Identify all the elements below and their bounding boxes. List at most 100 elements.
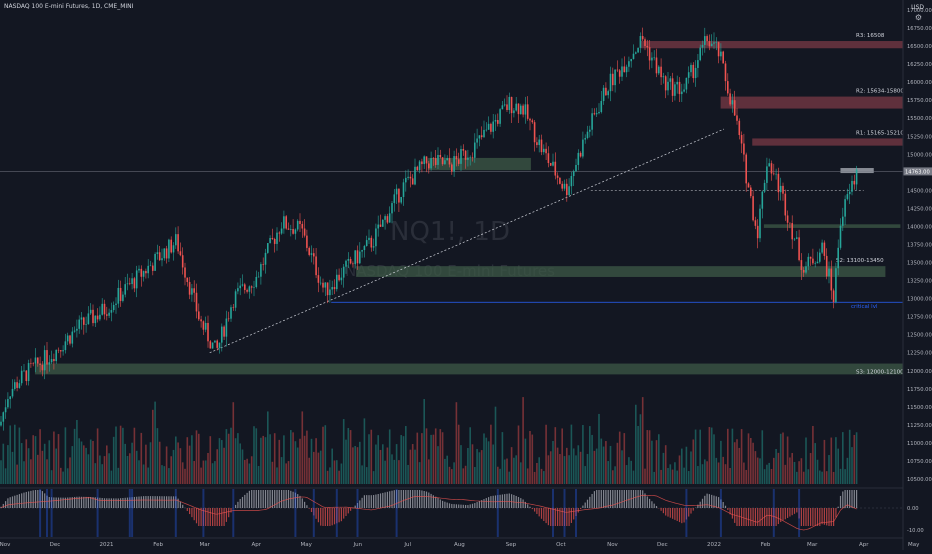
oscillator-bar: [707, 494, 708, 508]
candle-body: [134, 278, 136, 288]
oscillator-bar: [12, 496, 13, 508]
oscillator-bar: [212, 508, 213, 526]
candle-body: [488, 124, 490, 130]
oscillator-bar: [822, 508, 823, 524]
oscillator-bar: [316, 508, 317, 519]
volume-bar: [796, 472, 798, 484]
volume-bar: [88, 454, 90, 484]
y-tick-label: 12750.00: [907, 315, 932, 321]
candle-body: [469, 157, 471, 158]
oscillator-bar: [693, 508, 694, 511]
candle-body: [676, 82, 678, 84]
candle-body: [775, 174, 777, 175]
volume-bar: [681, 449, 683, 484]
volume-bar: [768, 463, 770, 484]
candle-body: [798, 237, 800, 260]
volume-bar: [782, 433, 784, 484]
candle-body: [725, 63, 727, 81]
oscillator-bar: [585, 503, 586, 508]
candle-body: [578, 153, 580, 165]
candle-body: [555, 162, 557, 176]
volume-bar: [205, 460, 207, 484]
oscillator-bar: [210, 508, 211, 526]
oscillator-signal-band: [336, 489, 338, 537]
volume-bar: [727, 429, 729, 484]
oscillator-bar: [286, 490, 287, 508]
oscillator-bar: [53, 497, 54, 508]
candle-body: [359, 252, 361, 264]
oscillator-bar: [601, 490, 602, 508]
volume-bar: [371, 430, 373, 484]
candle-body: [801, 260, 803, 270]
candle-body: [647, 46, 649, 47]
oscillator-bar: [104, 498, 105, 508]
candle-body: [548, 153, 550, 163]
volume-bar: [72, 446, 74, 484]
gear-icon[interactable]: ⚙: [914, 13, 923, 22]
volume-bar: [835, 437, 837, 484]
candle-body: [78, 320, 80, 329]
candle-body: [366, 240, 368, 246]
candle-body: [679, 82, 681, 94]
candle-body: [281, 229, 283, 234]
volume-bar: [214, 461, 216, 484]
candle-body: [196, 293, 198, 312]
volume-bar: [95, 463, 97, 484]
candle-body: [582, 140, 584, 157]
volume-bar: [159, 442, 161, 484]
volume-bar: [819, 471, 821, 484]
oscillator-bar: [111, 498, 112, 508]
volume-bar: [180, 448, 182, 484]
oscillator-signal-band: [685, 489, 687, 537]
volume-bar: [191, 435, 193, 484]
x-tick-label: Dec: [657, 542, 668, 548]
candle-body: [490, 124, 492, 132]
oscillator-bar: [684, 508, 685, 522]
volume-bar: [644, 469, 646, 484]
volume-bar: [789, 457, 791, 484]
candle-body: [51, 359, 53, 362]
oscillator-bar: [598, 490, 599, 508]
oscillator-bar: [817, 508, 818, 526]
candle-body: [844, 199, 846, 216]
oscillator-signal-band: [564, 489, 566, 537]
oscillator-bar: [426, 492, 427, 508]
critical-level-label: critical lvl: [851, 304, 878, 310]
y-tick-label: 16500.00: [907, 44, 932, 50]
candle-body: [640, 36, 642, 48]
volume-bar: [288, 461, 290, 484]
volume-bar: [617, 443, 619, 484]
candle-body: [0, 422, 2, 426]
oscillator-bar: [283, 490, 284, 508]
oscillator-bar: [479, 501, 480, 508]
volume-bar: [488, 441, 490, 484]
candle-body: [23, 371, 25, 372]
volume-bar: [697, 466, 699, 484]
oscillator-bar: [543, 508, 544, 521]
oscillator-bar: [258, 490, 259, 508]
volume-bar: [794, 462, 796, 484]
volume-bar: [453, 462, 455, 484]
oscillator-bar: [191, 508, 192, 517]
oscillator-bar: [513, 495, 514, 508]
volume-bar: [571, 425, 573, 484]
x-tick-label: Nov: [607, 542, 618, 548]
volume-bar: [803, 472, 805, 484]
volume-bar: [847, 458, 849, 484]
oscillator-bar: [626, 490, 627, 508]
candle-body: [212, 343, 214, 349]
volume-bar: [394, 460, 396, 484]
volume-bar: [138, 460, 140, 484]
volume-bar: [299, 439, 301, 484]
oscillator-bar: [573, 508, 574, 519]
candle-body: [341, 278, 343, 281]
volume-bar: [32, 435, 34, 484]
volume-bar: [28, 448, 30, 484]
x-tick-label: Nov: [0, 542, 11, 548]
oscillator-bar: [769, 508, 770, 526]
volume-bar: [320, 451, 322, 484]
candle-body: [120, 288, 122, 301]
volume-bar: [824, 440, 826, 484]
